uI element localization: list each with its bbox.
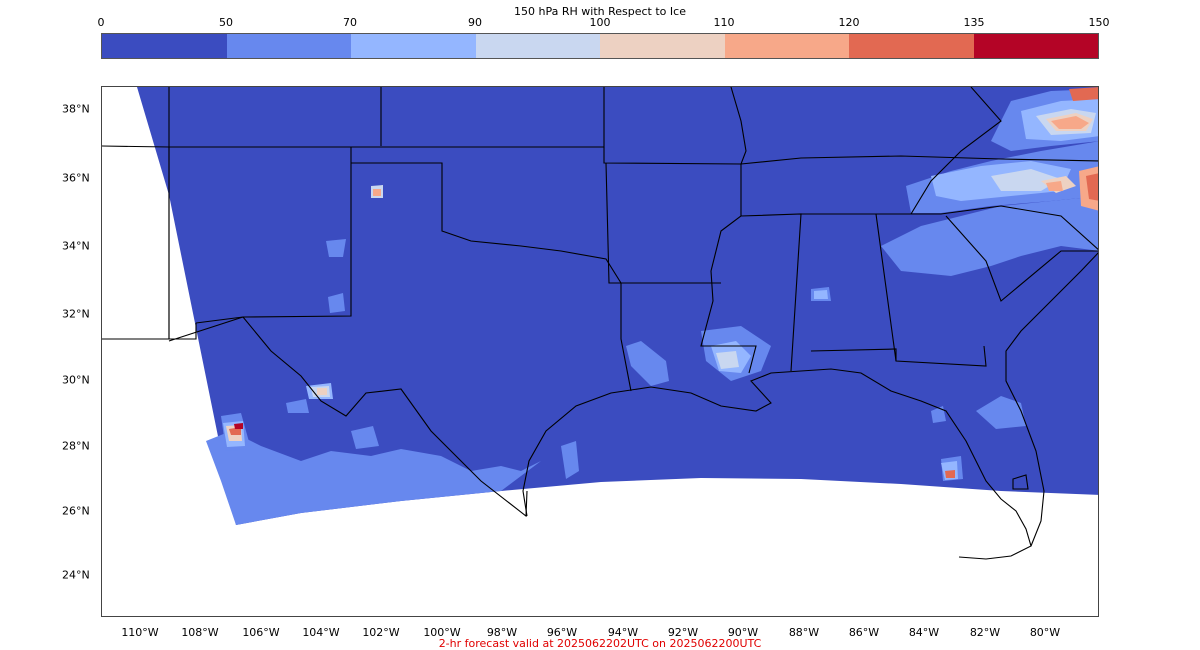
colorbar-segment [973, 34, 1098, 58]
colorbar-tick-label: 110 [713, 16, 735, 29]
longitude-label: 100°W [423, 626, 461, 639]
colorbar-title: 150 hPa RH with Respect to Ice [514, 5, 686, 18]
colorbar-tick-label: 0 [97, 16, 105, 29]
latitude-label: 38°N [62, 102, 90, 116]
latitude-label: 36°N [62, 171, 90, 185]
colorbar-segment [475, 34, 600, 58]
latitude-label: 34°N [62, 239, 90, 253]
longitude-label: 110°W [121, 626, 159, 639]
longitude-label: 104°W [302, 626, 340, 639]
longitude-label: 108°W [181, 626, 219, 639]
latitude-label: 28°N [62, 439, 90, 453]
colorbar-tick-label: 90 [468, 16, 482, 29]
rh-band-135-150 [234, 423, 243, 429]
colorbar-tick-label: 135 [963, 16, 985, 29]
longitude-label: 102°W [362, 626, 400, 639]
map-panel [101, 86, 1099, 617]
longitude-label: 94°W [607, 626, 639, 639]
colorbar-segment [849, 34, 974, 58]
rh-band-120-135 [229, 87, 1098, 478]
longitude-label: 88°W [788, 626, 820, 639]
colorbar-segment [226, 34, 351, 58]
colorbar-tick-label: 120 [838, 16, 860, 29]
longitude-label: 98°W [486, 626, 518, 639]
longitude-label: 86°W [848, 626, 880, 639]
coastline [522, 252, 1098, 560]
colorbar [101, 33, 1099, 59]
colorbar-segment [102, 34, 227, 58]
colorbar-tick-label: 100 [589, 16, 611, 29]
longitude-label: 92°W [667, 626, 699, 639]
latitude-label: 24°N [62, 568, 90, 582]
colorbar-segment [600, 34, 725, 58]
colorbar-tick-label: 70 [343, 16, 357, 29]
longitude-label: 106°W [242, 626, 280, 639]
colorbar-segment [724, 34, 849, 58]
longitude-label: 84°W [908, 626, 940, 639]
longitude-label: 96°W [546, 626, 578, 639]
political-boundaries [102, 87, 1098, 518]
latitude-label: 32°N [62, 307, 90, 321]
latitude-label: 26°N [62, 504, 90, 518]
colorbar-tick-label: 150 [1088, 16, 1110, 29]
latitude-label: 30°N [62, 373, 90, 387]
longitude-label: 82°W [969, 626, 1001, 639]
rh-field-map [102, 87, 1098, 560]
longitude-label: 90°W [727, 626, 759, 639]
longitude-label: 80°W [1029, 626, 1061, 639]
colorbar-segment [351, 34, 476, 58]
colorbar-tick-label: 50 [219, 16, 233, 29]
forecast-valid-time: 2-hr forecast valid at 2025062202UTC on … [438, 637, 762, 650]
